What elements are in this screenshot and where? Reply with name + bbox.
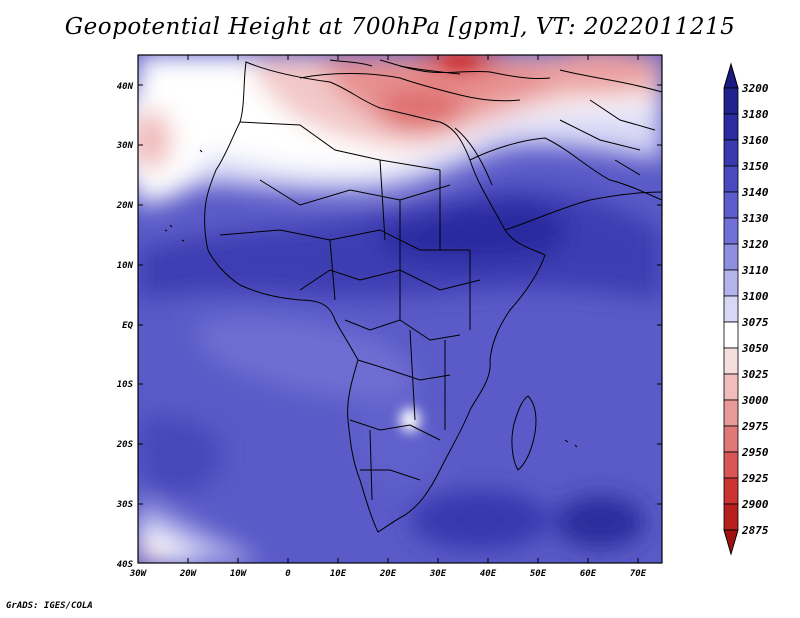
colorbar: 3200 3180 3160 3150 3140 3130 3120 3110 3100 3075… xyxy=(723,62,769,556)
colorbar-segment xyxy=(723,503,739,531)
lon-label: 10W xyxy=(230,569,248,579)
colorbar-label: 2975 xyxy=(741,420,769,433)
colorbar-segment xyxy=(723,373,739,401)
latitude-ticks xyxy=(138,84,662,505)
colorbar-label: 3180 xyxy=(741,108,769,121)
colorbar-segment xyxy=(723,217,739,245)
longitude-labels: 30W 20W 10W 0 10E 20E 30E 40E 50E 60E 70… xyxy=(129,569,647,579)
lat-label: EQ xyxy=(122,321,133,331)
colorbar-label: 3200 xyxy=(741,82,769,95)
coastlines xyxy=(164,59,662,533)
lat-label: 20S xyxy=(116,440,134,450)
colorbar-label: 3100 xyxy=(741,290,769,303)
lon-label: 0 xyxy=(285,569,291,579)
colorbar-segment xyxy=(723,165,739,193)
colorbar-segment xyxy=(723,399,739,427)
colorbar-bottom-arrow xyxy=(723,529,739,556)
credit-text: GrADS: IGES/COLA xyxy=(6,601,93,611)
colorbar-segment xyxy=(723,113,739,141)
lon-label: 20W xyxy=(179,569,198,579)
lon-label: 20E xyxy=(379,569,397,579)
map-frame xyxy=(137,54,663,564)
colorbar-segment xyxy=(723,451,739,479)
lat-label: 30S xyxy=(116,500,134,510)
colorbar-top-arrow xyxy=(723,62,739,89)
colorbar-segment xyxy=(723,477,739,505)
lon-label: 40E xyxy=(480,569,497,579)
latitude-labels: 40N 30N 20N 10N EQ 10S 20S 30S 40S xyxy=(116,82,134,570)
lat-label: 20N xyxy=(116,201,134,211)
colorbar-label: 2925 xyxy=(741,472,769,485)
colorbar-label: 3130 xyxy=(741,212,769,225)
colorbar-label: 3000 xyxy=(741,394,769,407)
lat-label: 10S xyxy=(117,380,134,390)
lon-label: 60E xyxy=(580,569,597,579)
colorbar-label: 3075 xyxy=(741,316,769,329)
lon-label: 70E xyxy=(630,569,647,579)
lon-label: 30E xyxy=(429,569,447,579)
lon-label: 50E xyxy=(530,569,547,579)
colorbar-segment xyxy=(723,425,739,453)
lat-label: 30N xyxy=(116,141,134,151)
lat-label: 40S xyxy=(117,560,134,570)
colorbar-label: 2875 xyxy=(741,524,769,537)
colorbar-segment xyxy=(723,321,739,349)
colorbar-label: 2950 xyxy=(741,446,769,459)
colorbar-label: 3110 xyxy=(741,264,769,277)
colorbar-label: 3150 xyxy=(741,160,769,173)
map-title: Geopotential Height at 700hPa [gpm], VT:… xyxy=(64,14,736,40)
colorbar-label: 3160 xyxy=(741,134,769,147)
colorbar-segment xyxy=(723,191,739,219)
colorbar-label: 3025 xyxy=(741,368,769,381)
colorbar-label: 3050 xyxy=(741,342,769,355)
lon-label: 30W xyxy=(129,569,148,579)
longitude-ticks xyxy=(187,55,639,563)
colorbar-segment xyxy=(723,87,739,115)
colorbar-segment xyxy=(723,243,739,271)
lat-label: 10N xyxy=(117,261,134,271)
colorbar-segment xyxy=(723,139,739,167)
colorbar-segment xyxy=(723,295,739,323)
colorbar-label: 2900 xyxy=(741,498,769,511)
height-field xyxy=(138,55,662,563)
lon-label: 10E xyxy=(330,569,347,579)
colorbar-label: 3120 xyxy=(741,238,769,251)
colorbar-label: 3140 xyxy=(741,186,769,199)
lat-label: 40N xyxy=(117,82,134,92)
colorbar-segment xyxy=(723,347,739,375)
colorbar-segment xyxy=(723,269,739,297)
